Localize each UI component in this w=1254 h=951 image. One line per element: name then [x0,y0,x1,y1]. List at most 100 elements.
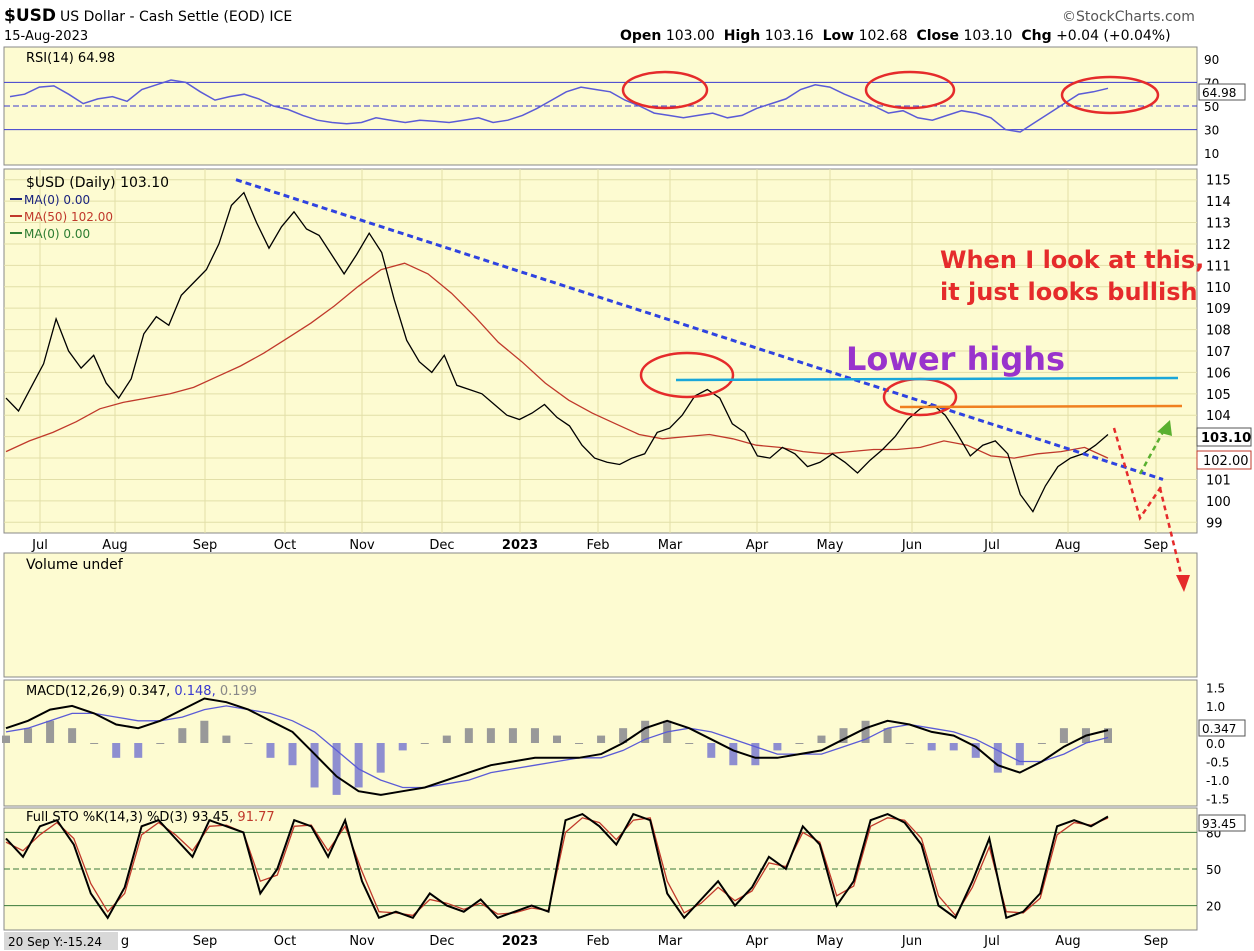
bullish-arrowhead [1157,420,1172,436]
rsi-title: RSI(14) 64.98 [26,51,115,66]
sto-d-line [5,817,1109,917]
bottom-x-tick-label: 2023 [502,934,538,949]
price-last-box [1196,427,1252,447]
sto-title: Full STO %K(14,3) %D(3) 93.45, 91.77 [26,810,275,825]
macd-histogram-bar [178,728,187,743]
macd-histogram-bar [46,720,55,743]
macd-y-tick: 0.0 [1206,737,1225,751]
price-y-tick: 101 [1206,473,1231,488]
macd-histogram-bar [1015,743,1024,766]
price-y-tick: 108 [1206,324,1231,339]
x-tick-label: Jul [31,538,48,553]
macd-histogram-bar [486,728,495,743]
cursor-readout: 20 Sep Y:-15.24 [8,935,102,949]
lower-highs-annotation: Lower highs [846,340,1065,378]
rsi-y-tick: 50 [1204,100,1219,114]
x-tick-label: Dec [429,538,454,553]
price-y-tick: 100 [1206,495,1231,510]
ma50-line [5,262,1109,459]
low-value: 102.68 [858,28,908,44]
rsi-y-tick: 10 [1204,147,1219,161]
price-last-value: 103.10 [1201,431,1251,446]
bullish-annotation-line1: When I look at this, [940,246,1204,274]
bottom-x-tick-label: Dec [429,934,454,949]
macd-histogram-bar [685,743,694,744]
macd-line [5,697,1109,796]
volume-title: Volume undef [26,557,124,573]
macd-histogram-bar [310,743,319,788]
price-y-tick: 106 [1206,366,1231,381]
price-y-tick: 114 [1206,195,1231,210]
macd-histogram-bar [597,735,606,743]
x-tick-label: Oct [274,538,296,553]
bullish-projection-arrow [1138,431,1165,475]
macd-histogram-bar [949,743,958,751]
macd-histogram-bar [244,743,253,744]
x-tick-label: Aug [1055,538,1080,553]
macd-histogram-bar [442,735,451,743]
close-value: 103.10 [963,28,1013,44]
price-y-tick: 111 [1206,259,1231,274]
ma50-last-box [1196,450,1252,470]
macd-value: 0.347, [129,684,174,699]
macd-histogram-bar [795,743,804,744]
macd-histogram-bar [2,735,10,743]
open-value: 103.00 [665,28,715,44]
price-y-tick: 110 [1206,281,1231,296]
macd-histogram-value: 0.199 [220,684,257,699]
macd-histogram-bar [993,743,1002,773]
legend-entry: MA(0) 0.00 [24,227,90,241]
macd-signal-line [5,705,1109,789]
price-y-tick: 115 [1206,174,1231,189]
bullish-annotation-line2: it just looks bullish [940,278,1198,306]
bottom-x-tick-label: Sep [1144,934,1169,949]
price-y-tick: 112 [1206,238,1231,253]
x-tick-label: Apr [746,538,769,553]
price-y-tick: 104 [1206,409,1231,424]
macd-histogram-bar [222,735,231,743]
highlight-circle [621,70,709,110]
legend-entry: MA(0) 0.00 [24,193,90,207]
sto-k-value: 93.45, [192,810,237,825]
macd-histogram-bar [200,720,209,743]
macd-histogram-bar [729,743,738,766]
bearish-projection-arrow [1158,487,1184,579]
macd-histogram-bar [112,743,121,758]
bottom-x-tick-label: Aug [1055,934,1080,949]
macd-histogram-bar [1059,728,1068,743]
bottom-x-tick-label: May [817,934,844,949]
x-tick-label: Sep [193,538,218,553]
macd-histogram-bar [332,743,341,795]
macd-histogram-bar [707,743,716,758]
macd-histogram-bar [619,728,628,743]
downtrend-line [235,178,1164,481]
sto-y-tick: 20 [1206,900,1221,914]
close-label: Close [916,28,959,44]
highlight-circle [1060,75,1160,115]
macd-histogram-bar [641,720,650,743]
macd-histogram-bar [861,720,870,743]
macd-histogram-bar [288,743,297,766]
price-y-tick: 99 [1206,516,1223,531]
symbol-label: $USD [4,6,56,26]
macd-y-tick: 1.5 [1206,681,1225,695]
macd-histogram-bar [971,743,980,758]
volume-panel [3,552,1198,678]
price-title: $USD (Daily) 103.10 [26,175,169,191]
macd-histogram-bar [354,743,363,788]
macd-histogram-bar [905,743,914,744]
macd-histogram-bar [508,728,517,743]
macd-histogram-bar [817,735,826,743]
macd-histogram-bar [420,743,429,744]
macd-y-tick: -0.5 [1206,756,1229,770]
chart-header: $USD US Dollar - Cash Settle (EOD) ICE ©… [0,0,1254,48]
macd-histogram-bar [266,743,275,758]
macd-histogram-bar [464,728,473,743]
chg-value: +0.04 (+0.04%) [1056,28,1171,44]
macd-histogram-bar [530,728,539,743]
rsi-y-tick: 90 [1204,53,1219,67]
bottom-x-tick-label: Mar [658,934,683,949]
bottom-x-tick-label: Jul [983,934,1000,949]
price-y-tick: 105 [1206,388,1231,403]
